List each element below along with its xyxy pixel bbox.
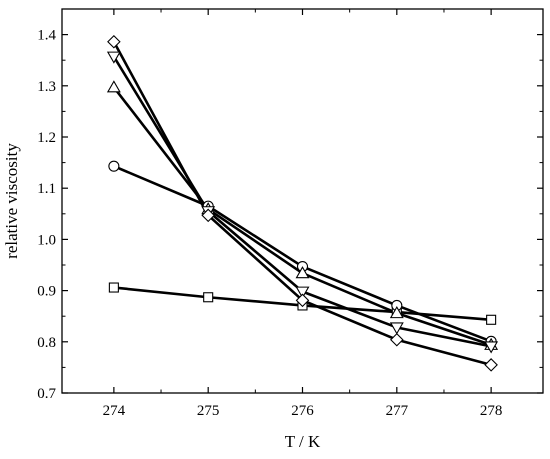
y-tick-label: 1.4 <box>37 28 56 44</box>
data-point-diamond <box>484 358 498 372</box>
data-point-square <box>108 282 119 293</box>
y-tick-label: 0.7 <box>37 386 56 402</box>
data-point-circle <box>108 160 120 172</box>
x-tick-label: 278 <box>480 403 503 419</box>
x-tick-label: 275 <box>197 403 220 419</box>
x-tick-label: 276 <box>291 403 314 419</box>
y-tick-label: 1.1 <box>37 181 56 197</box>
data-point-diamond <box>107 34 121 49</box>
data-point-diamond <box>390 332 404 347</box>
data-point-triangle-up <box>106 80 121 93</box>
data-point-triangle-up <box>389 306 404 319</box>
plot-frame <box>61 8 544 394</box>
series-layer <box>106 34 499 372</box>
data-point-triangle-down <box>484 341 499 354</box>
x-tick-label: 277 <box>386 403 409 419</box>
data-point-triangle-down <box>106 51 121 64</box>
y-tick-label: 0.9 <box>37 284 56 300</box>
data-point-triangle-down <box>295 286 310 299</box>
data-point-triangle-up <box>295 266 310 279</box>
data-point-square <box>486 314 497 325</box>
data-point-square <box>203 292 214 303</box>
x-axis-title: T / K <box>285 432 321 451</box>
y-tick-label: 0.8 <box>37 335 56 351</box>
data-point-diamond <box>295 293 310 308</box>
x-tick-label: 274 <box>103 403 126 419</box>
y-tick-label: 1.0 <box>37 232 56 248</box>
tick-layer: 274 275 276 277 278 0.7 0.8 0.9 1.0 1.1 1.2 1.3 1.4 <box>37 9 543 419</box>
y-tick-label: 1.3 <box>37 79 56 95</box>
y-tick-label: 1.2 <box>37 130 56 146</box>
y-axis-title: relative viscosity <box>2 143 21 259</box>
data-point-diamond <box>201 208 215 223</box>
data-point-triangle-down <box>389 322 404 335</box>
